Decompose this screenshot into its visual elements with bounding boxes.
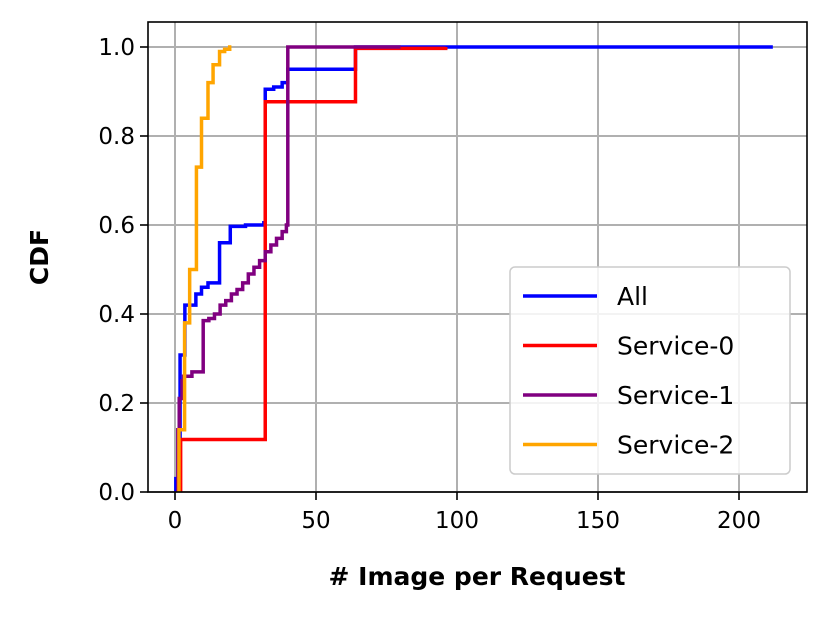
series-line-service-0 xyxy=(178,46,448,492)
x-tick-label: 50 xyxy=(301,508,330,534)
series-lines xyxy=(174,45,773,492)
legend-label: Service-0 xyxy=(617,332,734,361)
x-tick-label: 0 xyxy=(168,508,183,534)
series-line-all xyxy=(174,45,773,492)
x-tick-label: 150 xyxy=(576,508,620,534)
y-tick-label: 0.6 xyxy=(98,213,135,239)
legend-label: All xyxy=(617,282,648,311)
series-line-service-2 xyxy=(177,45,232,492)
x-tick-label: 100 xyxy=(435,508,479,534)
ticks: 0 50 100 150 200 0.0 0.2 0.4 0.6 0.8 1.0 xyxy=(98,35,761,534)
x-tick-label: 200 xyxy=(717,508,761,534)
legend-label: Service-2 xyxy=(617,431,734,460)
y-tick-label: 0.0 xyxy=(98,480,135,506)
legend-label: Service-1 xyxy=(617,381,734,410)
y-axis-label: CDF xyxy=(25,229,54,285)
y-tick-label: 0.8 xyxy=(98,124,135,150)
plot-frame xyxy=(147,21,808,493)
series-line-service-1 xyxy=(176,45,401,492)
legend-box xyxy=(509,266,791,475)
legend: All Service-0 Service-1 Service-2 xyxy=(509,266,791,475)
y-tick-label: 1.0 xyxy=(98,35,135,61)
y-tick-label: 0.2 xyxy=(98,391,135,417)
y-tick-label: 0.4 xyxy=(98,302,135,328)
x-axis-label: # Image per Request xyxy=(329,562,626,591)
